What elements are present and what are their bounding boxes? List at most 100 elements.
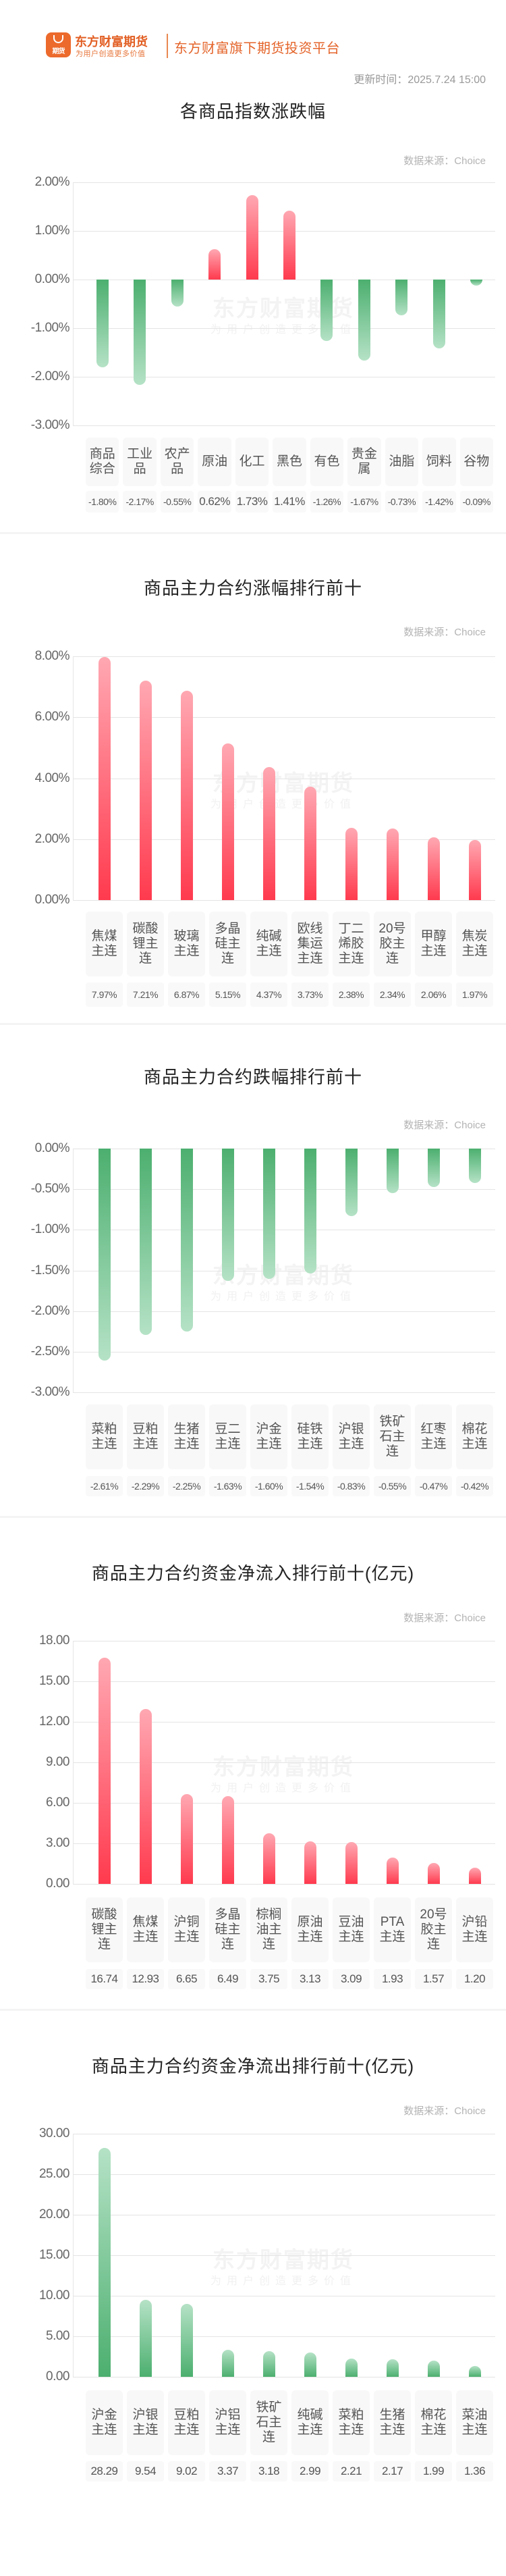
bar[interactable] <box>427 1149 440 1187</box>
category-label: 菜油主连 <box>456 2390 493 2455</box>
category-label: 沪银主连 <box>333 1404 370 1469</box>
bar[interactable] <box>468 2365 481 2377</box>
bar[interactable] <box>345 2359 358 2377</box>
bar[interactable] <box>468 840 481 900</box>
chart-title: 商品主力合约资金净流出排行前十(亿元) <box>91 2056 415 2076</box>
value-label: 1.97% <box>456 982 493 1007</box>
value-label: 6.65 <box>168 1969 205 1989</box>
y-tick-label: 15.00 <box>38 2248 70 2262</box>
y-tick-label: -1.00% <box>30 1222 70 1237</box>
gridline <box>73 425 495 426</box>
watermark-slogan: 为用户创造更多价值 <box>210 324 356 336</box>
value-label: 1.36 <box>456 2461 493 2481</box>
data-source-label: 数据来源：Choice <box>403 1120 486 1131</box>
category-label: 沪铅主连 <box>456 1897 493 1962</box>
bar[interactable] <box>180 690 193 900</box>
bar[interactable] <box>432 280 445 349</box>
bar[interactable] <box>262 766 275 900</box>
bar[interactable] <box>427 2361 440 2377</box>
brand-name: 东方财富期货 <box>75 35 148 49</box>
bar[interactable] <box>98 1658 111 1884</box>
bar[interactable] <box>139 680 152 900</box>
bar[interactable] <box>262 2350 275 2377</box>
bar[interactable] <box>345 1149 358 1216</box>
bar[interactable] <box>180 2303 193 2377</box>
bar[interactable] <box>98 1149 111 1361</box>
gridline <box>73 182 495 183</box>
y-tick-label: 15.00 <box>38 1674 70 1688</box>
bar[interactable] <box>98 657 111 900</box>
category-label: 工业品 <box>123 438 157 486</box>
data-source-label: 数据来源：Choice <box>403 2105 486 2117</box>
brand-slogan: 为用户创造更多价值 <box>76 50 146 58</box>
y-tick-label: -3.00% <box>30 418 70 432</box>
bar[interactable] <box>98 2147 111 2377</box>
bar[interactable] <box>139 1709 152 1884</box>
bar[interactable] <box>320 280 333 341</box>
bar[interactable] <box>304 1841 316 1884</box>
bar[interactable] <box>386 1858 399 1884</box>
bar[interactable] <box>470 280 483 286</box>
bar[interactable] <box>171 280 184 307</box>
bar[interactable] <box>427 837 440 900</box>
y-tick-label: -3.00% <box>30 1385 70 1399</box>
bar[interactable] <box>208 249 221 280</box>
value-label: 0.62% <box>198 491 231 512</box>
value-label: 1.93 <box>374 1969 411 1989</box>
category-label: 硅铁主连 <box>291 1404 329 1469</box>
y-tick-label: 9.00 <box>46 1755 69 1769</box>
bar[interactable] <box>358 280 370 361</box>
value-label: 3.18 <box>250 2461 287 2481</box>
value-label: 2.21 <box>333 2461 370 2481</box>
bar[interactable] <box>180 1794 193 1884</box>
bar[interactable] <box>246 195 258 280</box>
bar[interactable] <box>262 1149 275 1279</box>
category-label: 饲料 <box>422 438 456 486</box>
bar[interactable] <box>345 1842 358 1884</box>
bar[interactable] <box>134 280 146 386</box>
category-label: 农产品 <box>160 438 194 486</box>
bar[interactable] <box>180 1149 193 1332</box>
bar[interactable] <box>468 1149 481 1183</box>
bar[interactable] <box>304 786 316 900</box>
y-tick-label: 0.00% <box>34 1141 70 1155</box>
gridline <box>73 1311 495 1312</box>
bar[interactable] <box>395 280 408 315</box>
bar[interactable] <box>304 2352 316 2377</box>
bar[interactable] <box>283 211 296 280</box>
gridline <box>73 1681 495 1682</box>
update-time: 更新时间：2025.7.24 15:00 <box>354 74 486 86</box>
value-label: 2.34% <box>374 982 411 1007</box>
bar[interactable] <box>221 2349 234 2377</box>
bar[interactable] <box>221 1149 234 1282</box>
bar[interactable] <box>386 1149 399 1194</box>
bar[interactable] <box>139 1149 152 1335</box>
value-label: -0.55% <box>374 1476 411 1496</box>
watermark-slogan: 为用户创造更多价值 <box>210 1290 356 1303</box>
bar[interactable] <box>221 743 234 900</box>
category-label: 谷物 <box>459 438 493 486</box>
brand-divider <box>167 34 168 58</box>
bar[interactable] <box>304 1149 316 1274</box>
value-label: 3.75 <box>250 1969 287 1989</box>
value-label: 1.99 <box>415 2461 452 2481</box>
bar[interactable] <box>96 280 109 367</box>
category-label: 甲醇主连 <box>415 912 452 976</box>
category-label: 菜粕主连 <box>86 1404 123 1469</box>
bar[interactable] <box>386 2359 399 2377</box>
category-label: 黑色 <box>273 438 306 486</box>
y-tick-label: 5.00 <box>46 2329 69 2343</box>
bar[interactable] <box>386 829 399 900</box>
bar[interactable] <box>262 1833 275 1884</box>
bar[interactable] <box>139 2299 152 2377</box>
gridline <box>73 2336 495 2337</box>
gridline <box>73 2255 495 2256</box>
bar[interactable] <box>427 1862 440 1884</box>
watermark-slogan: 为用户创造更多价值 <box>210 2276 356 2287</box>
category-label: 豆粕主连 <box>168 2390 205 2455</box>
bar[interactable] <box>221 1796 234 1884</box>
watermark-text: 东方财富期货 <box>213 1754 354 1779</box>
value-label: 2.38% <box>333 982 370 1007</box>
bar[interactable] <box>345 827 358 900</box>
bar[interactable] <box>468 1868 481 1884</box>
